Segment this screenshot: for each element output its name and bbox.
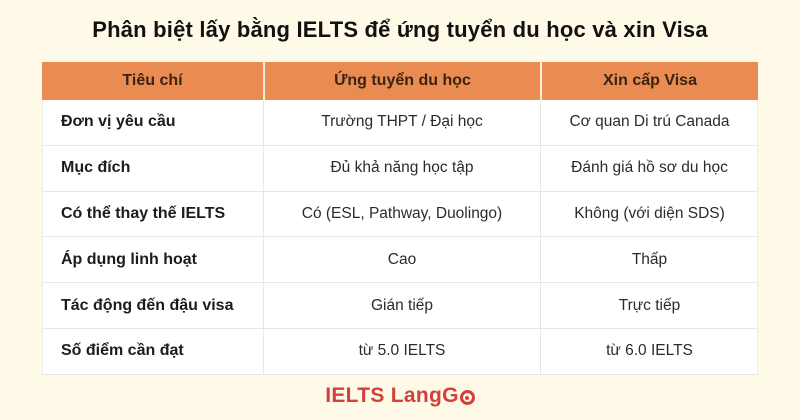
cell-visa-value: Đánh giá hồ sơ du học xyxy=(540,145,758,191)
cell-study-value: Đủ khả năng học tập xyxy=(263,145,540,191)
cell-study-value: Gián tiếp xyxy=(263,283,540,328)
row-criteria-label: Đơn vị yêu cầu xyxy=(61,113,176,131)
cell-visa-value: Cơ quan Di trú Canada xyxy=(540,100,758,145)
table-row: Tác động đến đậu visa Gián tiếp Trực tiế… xyxy=(43,283,757,329)
cell-study-value: Cao xyxy=(263,237,540,283)
cell-study-value: từ 5.0 IELTS xyxy=(263,328,540,374)
row-criteria-label: Số điểm cần đạt xyxy=(61,342,184,360)
cell-visa-value: Thấp xyxy=(540,237,758,283)
row-criteria-label: Tác động đến đậu visa xyxy=(61,296,234,314)
row-criteria-label: Mục đích xyxy=(61,159,131,177)
header-cell-study: Ứng tuyển du học xyxy=(263,62,540,100)
table-row: Đơn vị yêu cầu Trường THPT / Đại học Cơ … xyxy=(43,100,757,146)
cell-visa-value: từ 6.0 IELTS xyxy=(540,328,758,374)
row-criteria-label: Có thể thay thế IELTS xyxy=(61,204,226,222)
table-row: Có thể thay thế IELTS Có (ESL, Pathway, … xyxy=(43,191,758,238)
footer-logo: IELTS LangG xyxy=(325,384,475,408)
table-body: Đơn vị yêu cầu Trường THPT / Đại học Cơ … xyxy=(42,100,758,375)
header-cell-criteria: Tiêu chí xyxy=(122,72,183,89)
cell-study-value: Có (ESL, Pathway, Duolingo) xyxy=(263,191,540,237)
table-row: Áp dụng linh hoạt Cao Thấp xyxy=(43,237,758,284)
circle-dot-o-icon xyxy=(459,390,475,405)
cell-visa-value: Trực tiếp xyxy=(540,283,758,328)
table-row: Số điểm cần đạt từ 5.0 IELTS từ 6.0 IELT… xyxy=(43,328,758,375)
header-cell-visa: Xin cấp Visa xyxy=(540,62,758,100)
table-row: Mục đích Đủ khả năng học tập Đánh giá hồ… xyxy=(43,145,758,192)
cell-visa-value: Không (với diện SDS) xyxy=(540,191,758,237)
table-header-row: Tiêu chí Ứng tuyển du học Xin cấp Visa xyxy=(42,62,758,100)
comparison-table: Tiêu chí Ứng tuyển du học Xin cấp Visa Đ… xyxy=(42,62,758,375)
cell-study-value: Trường THPT / Đại học xyxy=(263,100,540,145)
footer: IELTS LangG xyxy=(0,384,800,408)
logo-text: IELTS LangG xyxy=(325,384,459,407)
page-title: Phân biệt lấy bằng IELTS để ứng tuyển du… xyxy=(92,17,708,42)
row-criteria-label: Áp dụng linh hoạt xyxy=(61,250,197,268)
